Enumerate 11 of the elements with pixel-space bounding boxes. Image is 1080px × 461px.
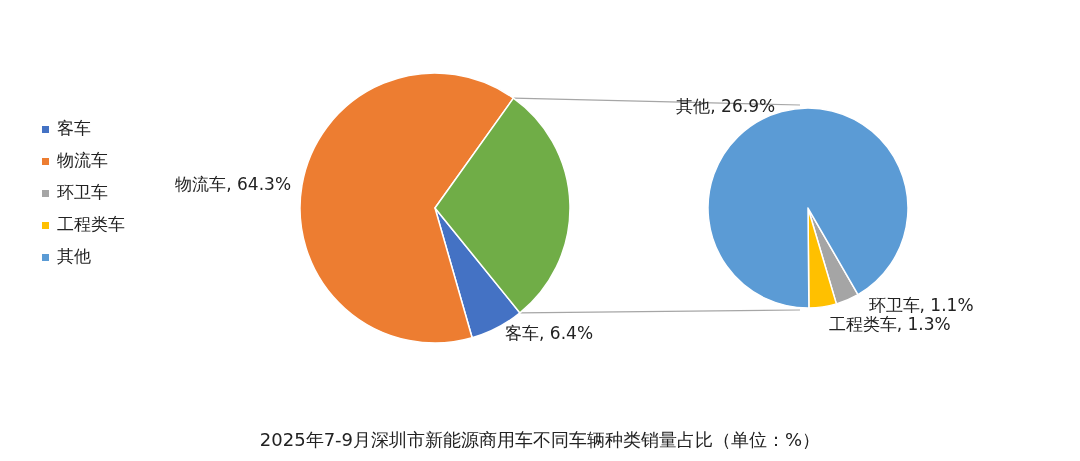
- data-label: 物流车, 64.3%: [175, 174, 292, 195]
- text: 2025年7-9月深圳市新能源商用车不同车辆种类销量占比（单位：%）: [259, 428, 821, 450]
- data-label: 其他, 26.9%: [676, 95, 776, 116]
- legend-label: 环卫车: [56, 181, 109, 204]
- data-label: 工程类车, 1.3%: [828, 314, 951, 335]
- legend-label: 工程类车: [56, 213, 125, 236]
- legend-label: 客车: [56, 117, 92, 140]
- legend-label: 其他: [56, 245, 92, 268]
- legend-label: 物流车: [56, 149, 109, 172]
- data-label: 环卫车, 1.1%: [868, 295, 974, 316]
- data-label: 客车, 6.4%: [505, 323, 594, 344]
